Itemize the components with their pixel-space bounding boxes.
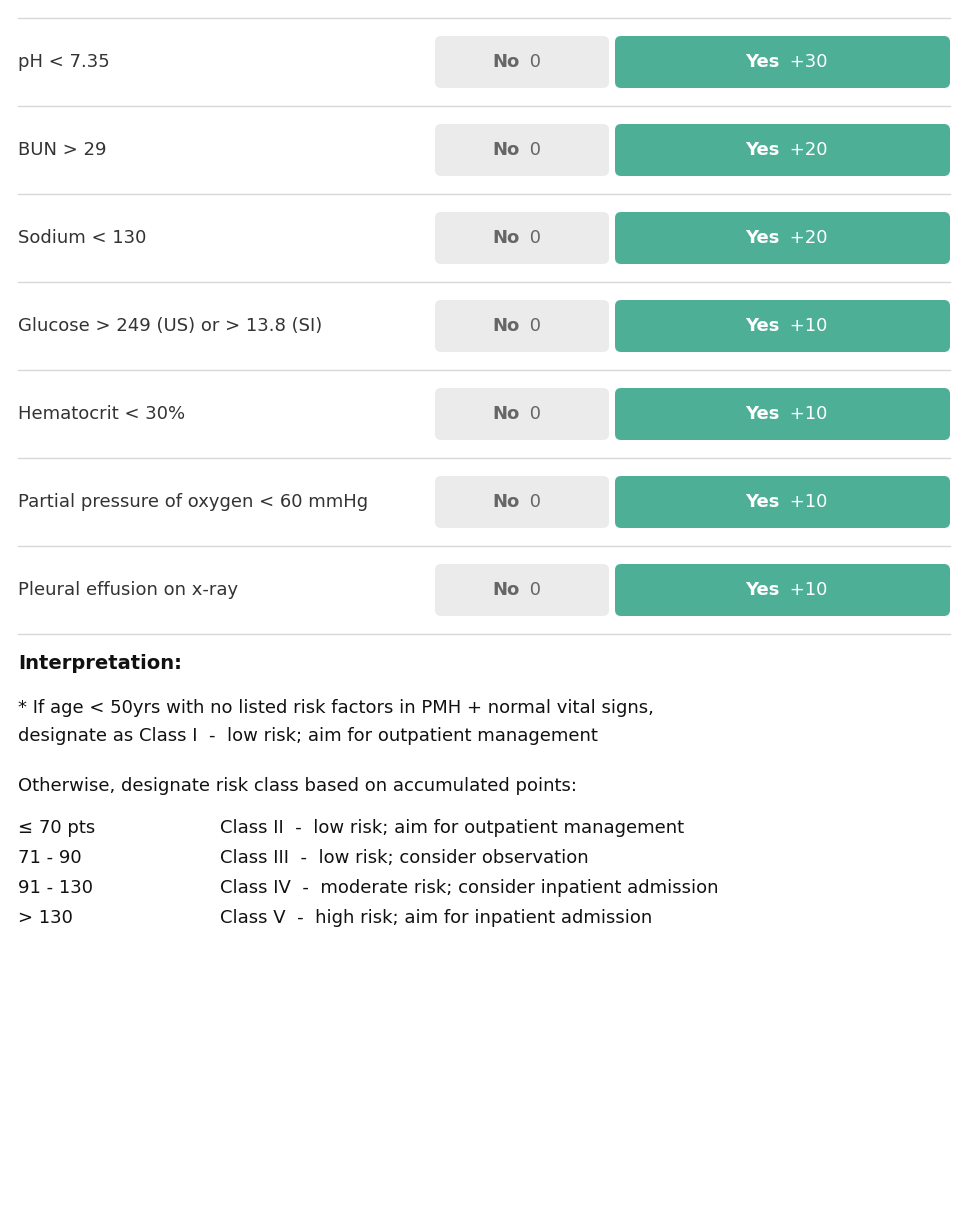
Text: 71 - 90: 71 - 90	[18, 849, 82, 867]
FancyBboxPatch shape	[615, 212, 950, 264]
Text: > 130: > 130	[18, 910, 73, 927]
Text: Yes: Yes	[746, 54, 780, 71]
Text: Otherwise, designate risk class based on accumulated points:: Otherwise, designate risk class based on…	[18, 777, 577, 795]
Text: Class III  -  low risk; consider observation: Class III - low risk; consider observati…	[220, 849, 589, 867]
Text: pH < 7.35: pH < 7.35	[18, 54, 110, 71]
Text: No: No	[493, 54, 520, 71]
Text: ≤ 70 pts: ≤ 70 pts	[18, 820, 95, 837]
Text: No: No	[493, 581, 520, 599]
FancyBboxPatch shape	[435, 300, 609, 351]
Text: Yes: Yes	[746, 405, 780, 423]
Text: Class II  -  low risk; aim for outpatient management: Class II - low risk; aim for outpatient …	[220, 820, 684, 837]
Text: 0: 0	[524, 317, 541, 334]
Text: Class V  -  high risk; aim for inpatient admission: Class V - high risk; aim for inpatient a…	[220, 910, 652, 927]
Text: No: No	[493, 492, 520, 511]
Text: Yes: Yes	[746, 141, 780, 159]
Text: Hematocrit < 30%: Hematocrit < 30%	[18, 405, 185, 423]
Text: 0: 0	[524, 54, 541, 71]
Text: +10: +10	[783, 317, 827, 334]
Text: No: No	[493, 317, 520, 334]
Text: Yes: Yes	[746, 317, 780, 334]
Text: 0: 0	[524, 492, 541, 511]
Text: No: No	[493, 229, 520, 247]
Text: Glucose > 249 (US) or > 13.8 (SI): Glucose > 249 (US) or > 13.8 (SI)	[18, 317, 323, 334]
FancyBboxPatch shape	[615, 124, 950, 176]
FancyBboxPatch shape	[615, 388, 950, 440]
Text: No: No	[493, 141, 520, 159]
FancyBboxPatch shape	[615, 475, 950, 528]
FancyBboxPatch shape	[615, 300, 950, 351]
Text: +10: +10	[783, 405, 827, 423]
Text: BUN > 29: BUN > 29	[18, 141, 107, 159]
Text: Interpretation:: Interpretation:	[18, 654, 182, 672]
Text: designate as Class I  -  low risk; aim for outpatient management: designate as Class I - low risk; aim for…	[18, 727, 598, 745]
Text: +10: +10	[783, 492, 827, 511]
Text: +10: +10	[783, 581, 827, 599]
Text: 0: 0	[524, 581, 541, 599]
FancyBboxPatch shape	[615, 36, 950, 88]
Text: Yes: Yes	[746, 492, 780, 511]
Text: No: No	[493, 405, 520, 423]
Text: 0: 0	[524, 405, 541, 423]
FancyBboxPatch shape	[615, 564, 950, 617]
FancyBboxPatch shape	[435, 388, 609, 440]
Text: Yes: Yes	[746, 581, 780, 599]
Text: Yes: Yes	[746, 229, 780, 247]
Text: +30: +30	[783, 54, 827, 71]
Text: 0: 0	[524, 229, 541, 247]
Text: 91 - 130: 91 - 130	[18, 879, 93, 897]
Text: Pleural effusion on x-ray: Pleural effusion on x-ray	[18, 581, 238, 599]
FancyBboxPatch shape	[435, 475, 609, 528]
Text: +20: +20	[783, 141, 827, 159]
FancyBboxPatch shape	[435, 564, 609, 617]
Text: +20: +20	[783, 229, 827, 247]
Text: 0: 0	[524, 141, 541, 159]
Text: * If age < 50yrs with no listed risk factors in PMH + normal vital signs,: * If age < 50yrs with no listed risk fac…	[18, 699, 654, 717]
Text: Partial pressure of oxygen < 60 mmHg: Partial pressure of oxygen < 60 mmHg	[18, 492, 368, 511]
Text: Class IV  -  moderate risk; consider inpatient admission: Class IV - moderate risk; consider inpat…	[220, 879, 718, 897]
FancyBboxPatch shape	[435, 36, 609, 88]
Text: Sodium < 130: Sodium < 130	[18, 229, 147, 247]
FancyBboxPatch shape	[435, 212, 609, 264]
FancyBboxPatch shape	[435, 124, 609, 176]
